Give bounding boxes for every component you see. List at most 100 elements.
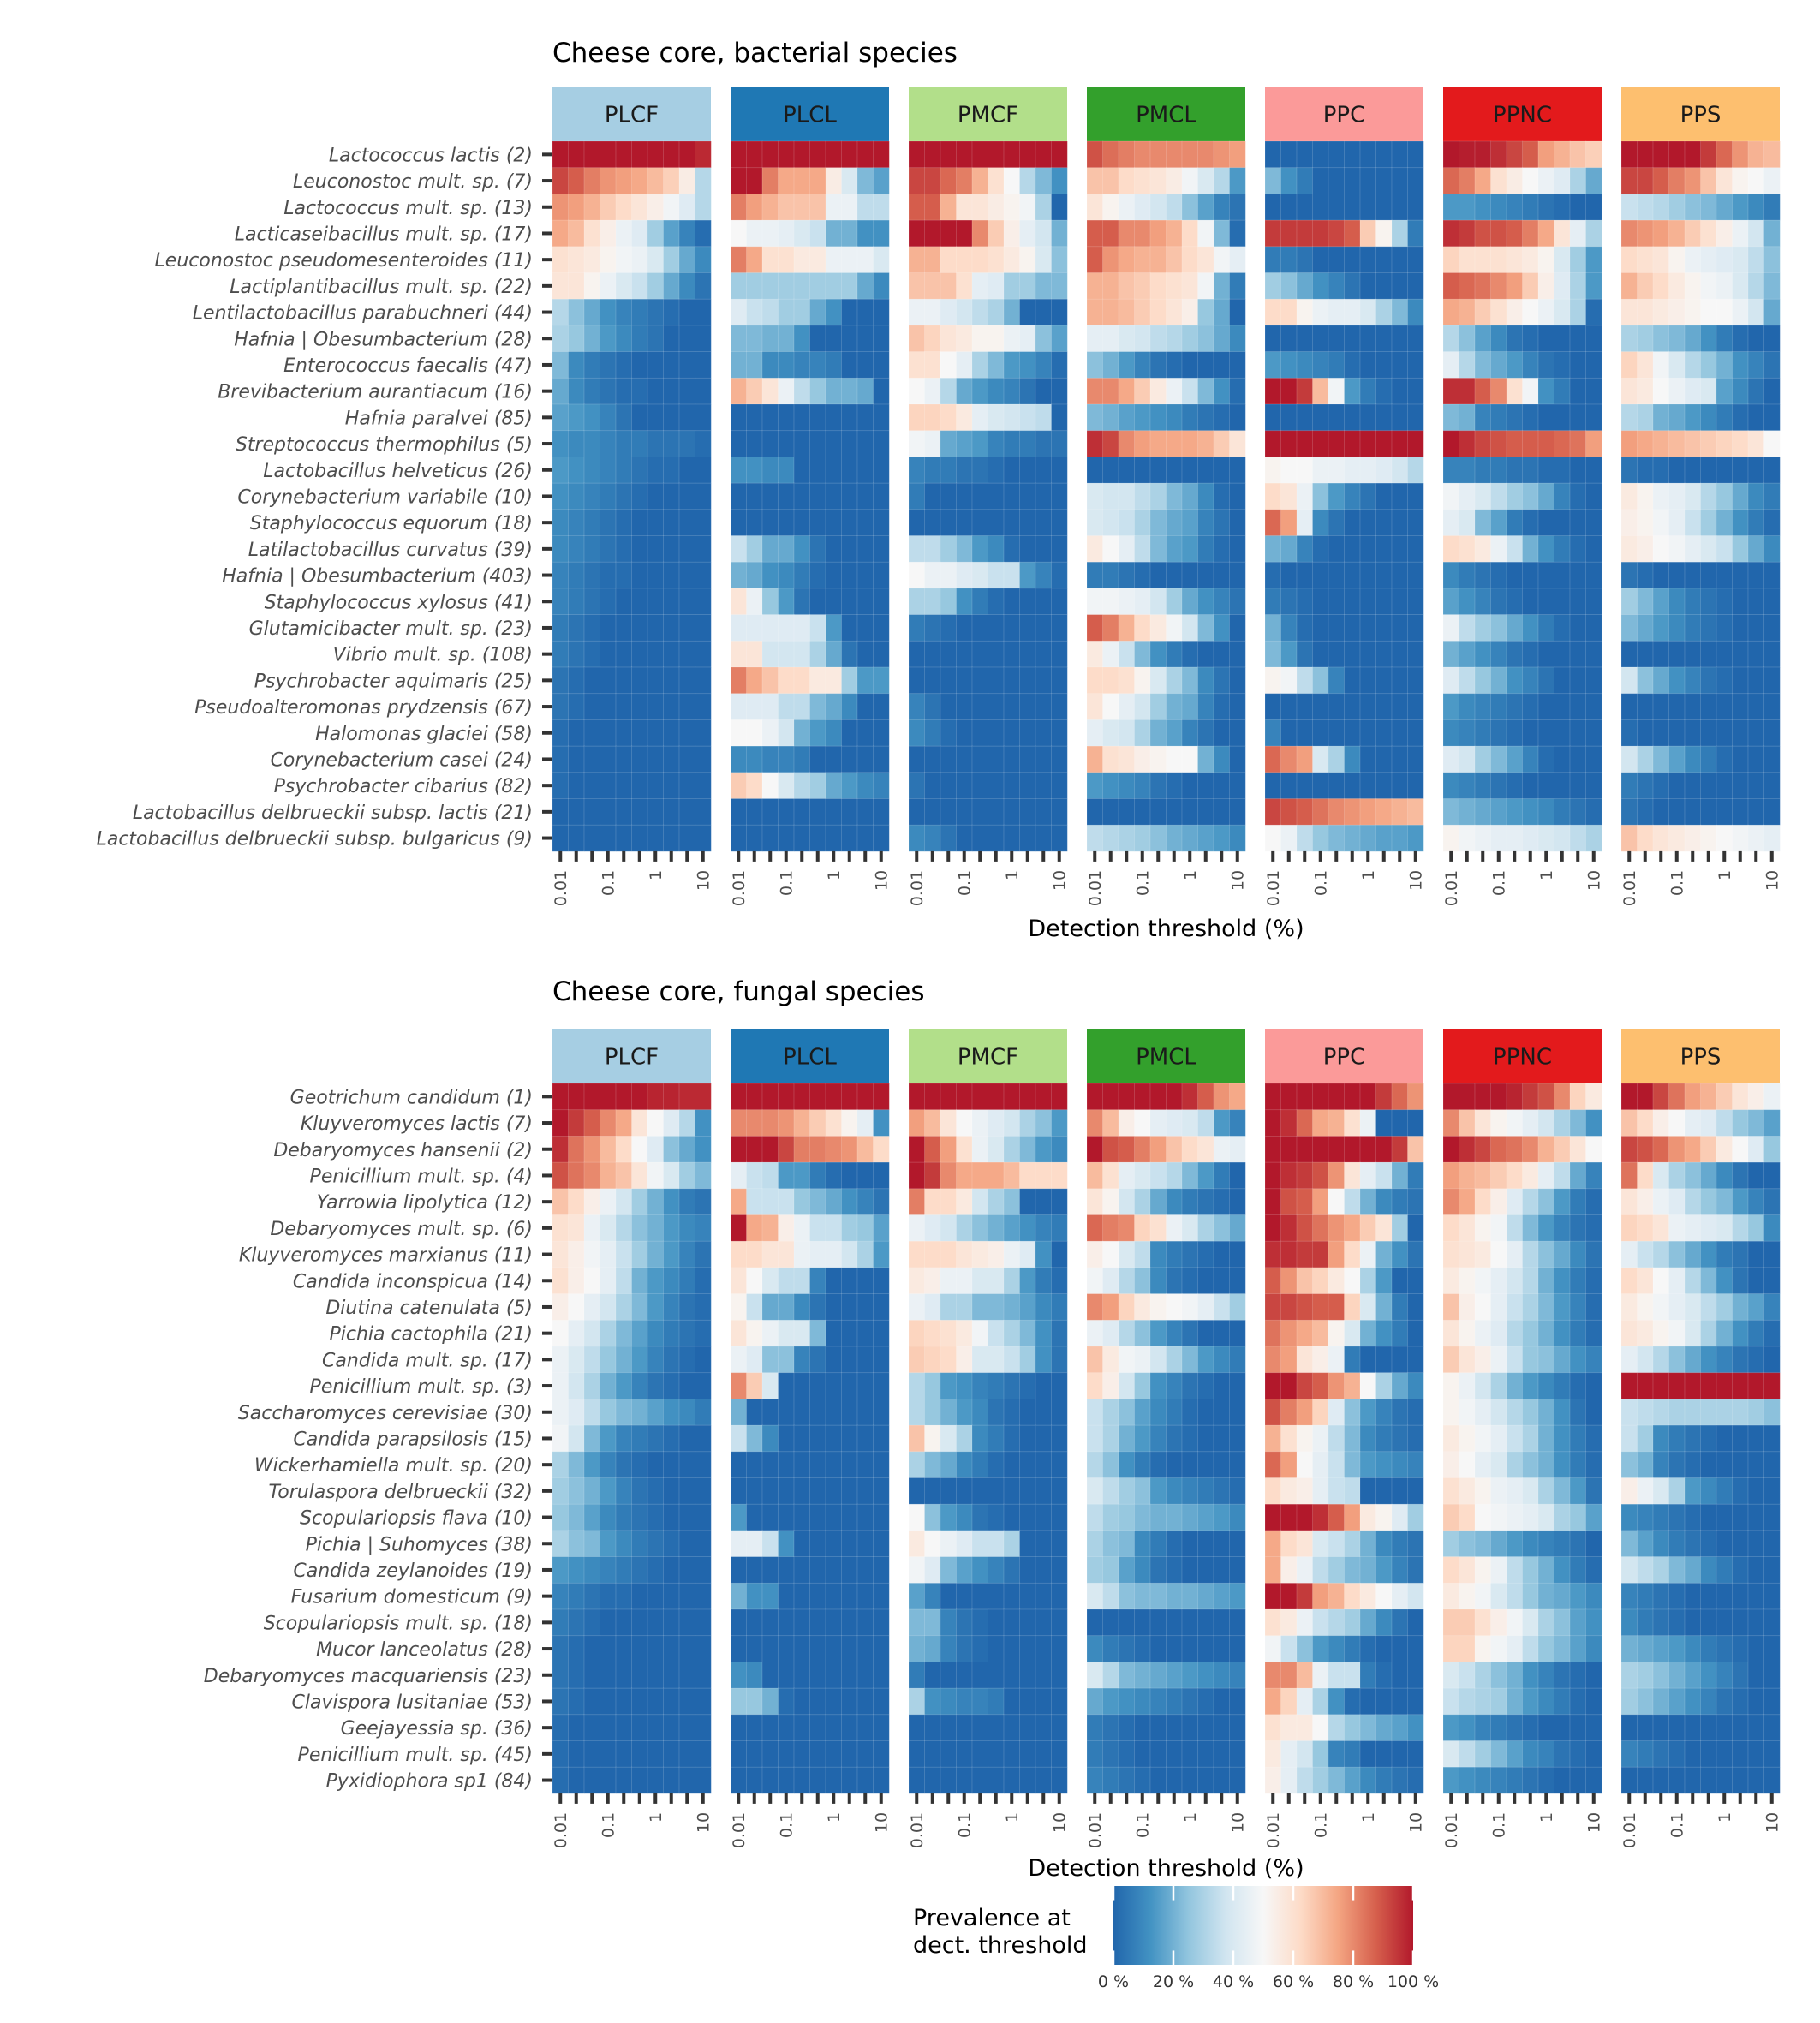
heatmap-cell	[956, 1136, 973, 1163]
heatmap-cell	[1166, 772, 1183, 800]
legend-title-line-2: dect. threshold	[913, 1932, 1088, 1959]
heatmap-cell	[1149, 1136, 1167, 1163]
heatmap-cell	[568, 1503, 585, 1531]
heatmap-cell	[924, 1083, 941, 1111]
heatmap-cell	[1506, 1424, 1524, 1453]
heatmap-cell	[1296, 1267, 1314, 1295]
heatmap-cell	[1490, 1293, 1507, 1321]
heatmap-cell	[793, 666, 811, 695]
heatmap-cell	[1051, 1293, 1068, 1321]
heatmap-cell	[908, 377, 926, 405]
heatmap-cell	[1102, 482, 1119, 510]
heatmap-cell	[1019, 666, 1036, 695]
heatmap-cell	[825, 325, 843, 353]
heatmap-cell	[1474, 666, 1492, 695]
heatmap-cell	[1668, 640, 1686, 668]
x-tick-label: 0.1	[778, 870, 797, 896]
heatmap-cell	[924, 640, 941, 668]
heatmap-cell	[1637, 1477, 1654, 1505]
heatmap-cell	[1569, 1267, 1587, 1295]
heatmap-cell	[1166, 403, 1183, 432]
heatmap-cell	[1264, 1503, 1282, 1531]
heatmap-cell	[873, 1530, 890, 1558]
heatmap-cell	[1537, 588, 1555, 616]
heatmap-cell	[1700, 824, 1717, 852]
heatmap-cell	[678, 403, 696, 432]
heatmap-cell	[1620, 1136, 1638, 1163]
heatmap-cell	[793, 1530, 811, 1558]
heatmap-cell	[695, 1161, 712, 1190]
heatmap-cell	[761, 1662, 779, 1689]
heatmap-cell	[1213, 588, 1231, 616]
heatmap-cell	[663, 640, 680, 668]
heatmap-cell	[793, 140, 811, 169]
heatmap-cell	[1700, 1582, 1717, 1610]
heatmap-cell	[695, 1687, 712, 1716]
heatmap-cell	[583, 1530, 601, 1558]
heatmap-cell	[1732, 1136, 1749, 1163]
heatmap-cell	[1035, 798, 1053, 826]
heatmap-cell	[1118, 482, 1136, 510]
heatmap-cell	[778, 1556, 795, 1584]
heatmap-cell	[663, 140, 680, 169]
heatmap-cell	[1019, 745, 1036, 773]
heatmap-cell	[1328, 1662, 1346, 1689]
heatmap-cell	[1569, 561, 1587, 589]
heatmap-cell	[1051, 377, 1068, 405]
heatmap-cell	[1554, 588, 1571, 616]
heatmap-cell	[1747, 298, 1765, 326]
heatmap-cell	[583, 1740, 601, 1768]
heatmap-cell	[1344, 246, 1361, 274]
heatmap-cell	[1296, 509, 1314, 537]
heatmap-cell	[1716, 509, 1733, 537]
heatmap-cell	[971, 1556, 989, 1584]
heatmap-cell	[809, 1109, 826, 1137]
heatmap-cell	[1118, 772, 1136, 800]
heatmap-cell	[1668, 1083, 1686, 1111]
heatmap-cell	[1684, 1109, 1702, 1137]
heatmap-cell	[1312, 377, 1329, 405]
heatmap-cell	[778, 1214, 795, 1242]
heatmap-cell	[1585, 1582, 1602, 1610]
heatmap-cell	[940, 1346, 958, 1374]
heatmap-cell	[1375, 1267, 1393, 1295]
heatmap-cell	[1716, 1714, 1733, 1742]
heatmap-cell	[647, 377, 665, 405]
heatmap-cell	[1134, 535, 1151, 563]
heatmap-cell	[1229, 1635, 1246, 1663]
heatmap-cell	[924, 824, 941, 852]
heatmap-cell	[924, 1451, 941, 1479]
heatmap-cell	[1019, 246, 1036, 274]
heatmap-cell	[663, 167, 680, 195]
species-label: Pseudoalteromonas prydzensis (67)	[194, 697, 533, 719]
heatmap-cell	[552, 1240, 570, 1268]
heatmap-cell	[663, 772, 680, 800]
heatmap-cell	[908, 1530, 926, 1558]
heatmap-cell	[1442, 509, 1460, 537]
heatmap-cell	[663, 719, 680, 747]
heatmap-cell	[778, 1503, 795, 1531]
heatmap-cell	[1700, 430, 1717, 458]
heatmap-cell	[1506, 798, 1524, 826]
heatmap-cell	[1637, 1240, 1654, 1268]
heatmap-cell	[1700, 457, 1717, 484]
heatmap-cell	[873, 1766, 890, 1794]
heatmap-cell	[1490, 561, 1507, 589]
heatmap-cell	[1652, 1083, 1670, 1111]
x-tick-label: 0.1	[956, 1812, 975, 1838]
heatmap-cell	[988, 193, 1005, 221]
heatmap-cell	[552, 1136, 570, 1163]
heatmap-cell	[1375, 1136, 1393, 1163]
heatmap-cell	[1407, 1240, 1424, 1268]
heatmap-cell	[1585, 1740, 1602, 1768]
heatmap-cell	[583, 1083, 601, 1111]
heatmap-cell	[746, 1451, 763, 1479]
heatmap-cell	[1391, 640, 1409, 668]
heatmap-cell	[568, 325, 585, 353]
heatmap-cell	[1118, 1635, 1136, 1663]
heatmap-cell	[730, 1687, 748, 1716]
heatmap-cell	[761, 1372, 779, 1400]
heatmap-cell	[1637, 1083, 1654, 1111]
heatmap-cell	[1118, 561, 1136, 589]
heatmap-cell	[1391, 325, 1409, 353]
